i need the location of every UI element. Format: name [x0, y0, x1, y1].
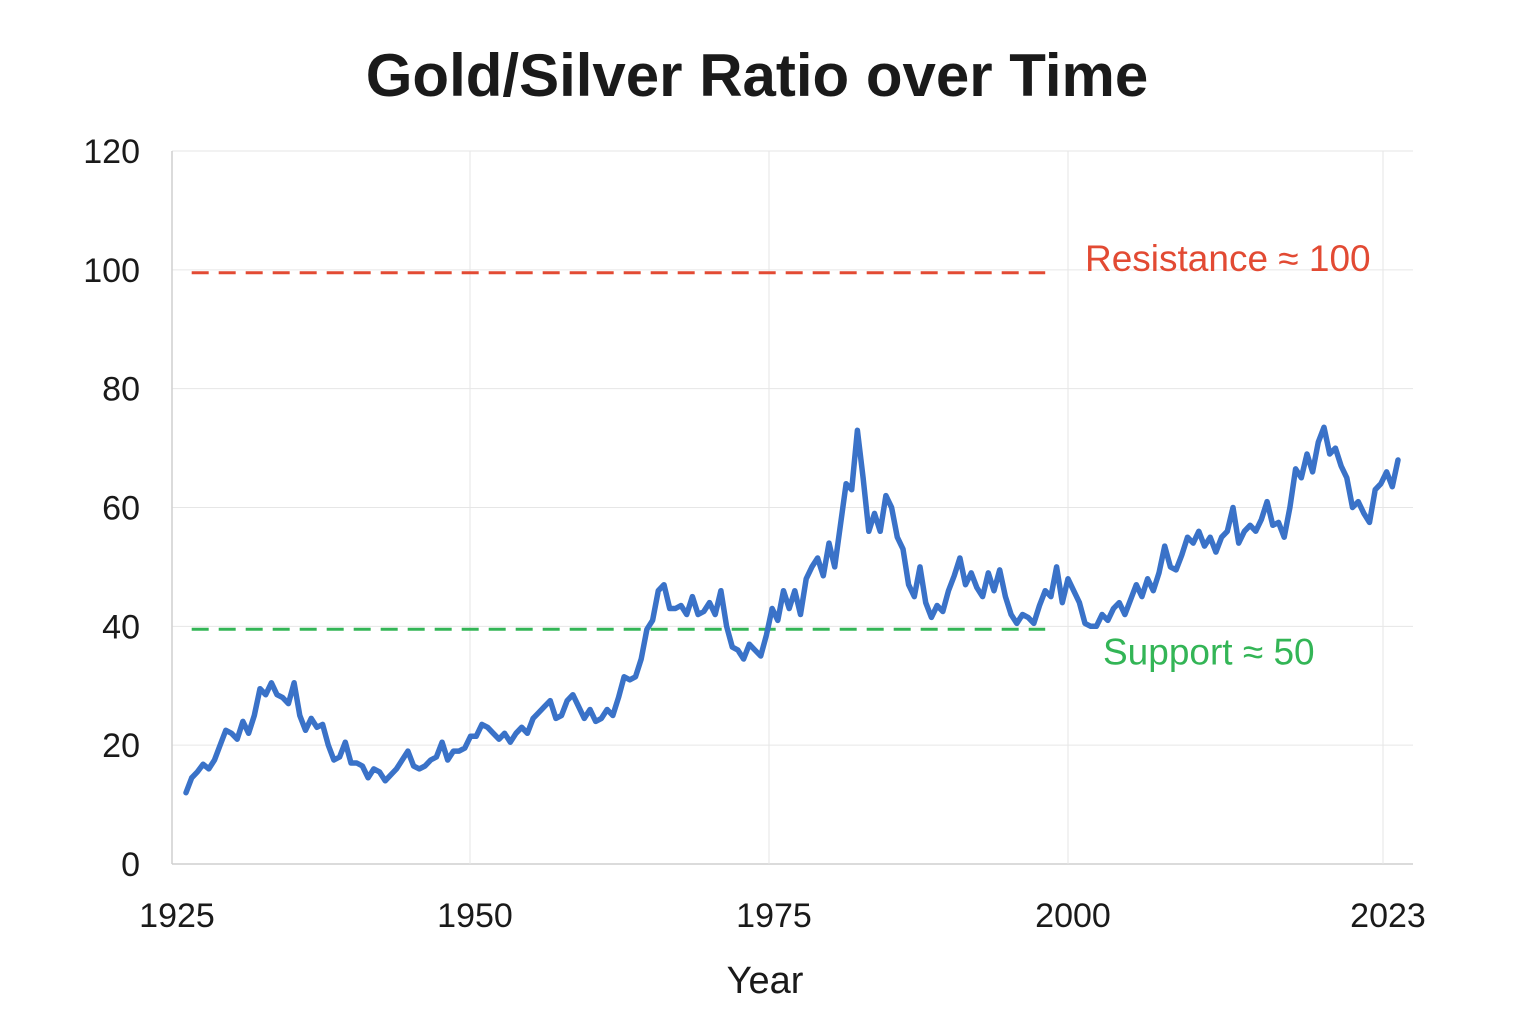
y-tick-label-20: 20	[102, 727, 140, 765]
support-label: Support ≈ 50	[1103, 631, 1315, 672]
chart-title: Gold/Silver Ratio over Time	[366, 42, 1148, 109]
tick-labels: 0 20 40 60 80 100 120 1925 1950 1975 2000 2023	[83, 133, 1426, 935]
series-layer	[183, 424, 1401, 796]
x-tick-label-2000: 2000	[1035, 897, 1111, 935]
y-tick-label-60: 60	[102, 490, 140, 528]
resistance-label: Resistance ≈ 100	[1085, 238, 1371, 279]
grid	[171, 150, 1413, 865]
y-tick-label-100: 100	[83, 252, 140, 290]
x-tick-label-1925: 1925	[139, 897, 215, 935]
x-tick-label-1950: 1950	[437, 897, 513, 935]
x-tick-label-2023: 2023	[1350, 897, 1426, 935]
x-axis-label: Year	[727, 960, 804, 1002]
y-tick-label-120: 120	[83, 133, 140, 171]
y-tick-label-0: 0	[121, 846, 140, 884]
annotations: Resistance ≈ 100 Support ≈ 50	[1085, 238, 1371, 672]
reference-lines	[191, 271, 1046, 631]
x-tick-label-1975: 1975	[736, 897, 812, 935]
y-tick-label-80: 80	[102, 371, 140, 409]
y-tick-label-40: 40	[102, 608, 140, 646]
series-line-0	[183, 424, 1401, 796]
